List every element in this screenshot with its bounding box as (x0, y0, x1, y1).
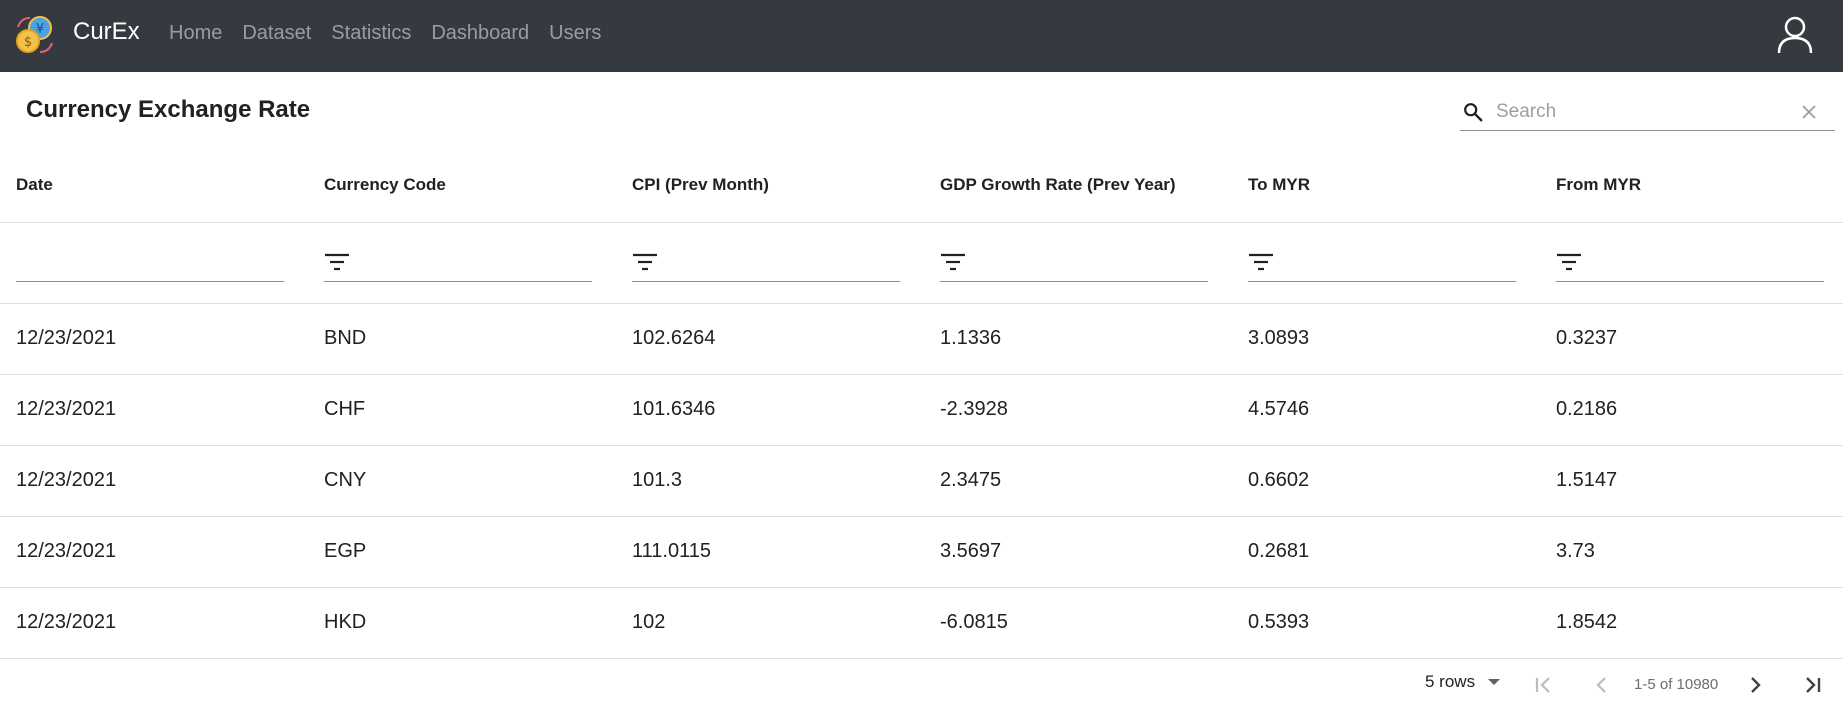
cell-from-myr: 0.2186 (1540, 374, 1843, 446)
filter-cpi-input[interactable] (632, 244, 900, 282)
cell-from-myr: 1.8542 (1540, 587, 1843, 659)
cell-cpi: 101.3 (616, 445, 924, 517)
cell-currency-code: HKD (308, 587, 616, 659)
first-page-icon[interactable] (1533, 674, 1555, 696)
column-header-currency-code[interactable]: Currency Code (324, 174, 446, 194)
last-page-icon[interactable] (1801, 674, 1823, 696)
cell-gdp-growth: -2.3928 (924, 374, 1232, 446)
table-header-row: Date Currency Code CPI (Prev Month) GDP … (0, 148, 1843, 222)
table-row[interactable]: 12/23/2021 BND 102.6264 1.1336 3.0893 0.… (0, 303, 1843, 375)
cell-from-myr: 3.73 (1540, 516, 1843, 588)
user-icon[interactable] (1777, 16, 1813, 54)
filter-gdp-growth-input[interactable] (940, 244, 1208, 282)
search-icon (1464, 103, 1483, 122)
exchange-rate-table: Date Currency Code CPI (Prev Month) GDP … (0, 148, 1843, 659)
cell-to-myr: 0.2681 (1232, 516, 1540, 588)
pagination-bar: 5 rows 1-5 of 10980 (0, 660, 1843, 708)
cell-currency-code: EGP (308, 516, 616, 588)
cell-currency-code: CHF (308, 374, 616, 446)
table-row[interactable]: 12/23/2021 EGP 111.0115 3.5697 0.2681 3.… (0, 516, 1843, 588)
cell-currency-code: CNY (308, 445, 616, 517)
column-header-gdp-growth[interactable]: GDP Growth Rate (Prev Year) (940, 174, 1176, 194)
main-nav: Home Dataset Statistics Dashboard Users (169, 21, 621, 45)
caret-down-icon (1488, 679, 1501, 685)
cell-cpi: 101.6346 (616, 374, 924, 446)
page-title: Currency Exchange Rate (26, 96, 311, 123)
cell-from-myr: 0.3237 (1540, 303, 1843, 375)
column-header-to-myr[interactable]: To MYR (1248, 174, 1311, 194)
cell-gdp-growth: 2.3475 (924, 445, 1232, 517)
cell-date: 12/23/2021 (0, 445, 308, 517)
search-field[interactable] (1460, 93, 1835, 131)
filter-to-myr-input[interactable] (1248, 244, 1516, 282)
cell-date: 12/23/2021 (0, 303, 308, 375)
search-input[interactable] (1494, 97, 1798, 127)
cell-to-myr: 3.0893 (1232, 303, 1540, 375)
brand-name[interactable]: CurEx (73, 18, 140, 45)
svg-text:¥: ¥ (36, 22, 44, 37)
cell-date: 12/23/2021 (0, 374, 308, 446)
cell-cpi: 111.0115 (616, 516, 924, 588)
nav-home[interactable]: Home (169, 22, 223, 44)
cell-from-myr: 1.5147 (1540, 445, 1843, 517)
filter-row (0, 222, 1843, 304)
table-row[interactable]: 12/23/2021 CNY 101.3 2.3475 0.6602 1.514… (0, 445, 1843, 517)
column-header-from-myr[interactable]: From MYR (1556, 174, 1641, 194)
cell-date: 12/23/2021 (0, 587, 308, 659)
cell-cpi: 102.6264 (616, 303, 924, 375)
svg-text:$: $ (24, 35, 32, 50)
rows-per-page-value: 5 rows (1425, 672, 1476, 691)
nav-statistics[interactable]: Statistics (331, 22, 412, 44)
close-icon[interactable] (1801, 104, 1817, 120)
nav-dataset[interactable]: Dataset (242, 22, 312, 44)
filter-icon (1249, 253, 1273, 270)
table-toolbar: Currency Exchange Rate (0, 72, 1843, 148)
cell-to-myr: 0.5393 (1232, 587, 1540, 659)
top-navbar: ¥ $ CurEx Home Dataset Statistics Dashbo… (0, 0, 1843, 72)
cell-gdp-growth: -6.0815 (924, 587, 1232, 659)
cell-gdp-growth: 1.1336 (924, 303, 1232, 375)
cell-gdp-growth: 3.5697 (924, 516, 1232, 588)
filter-icon (325, 253, 349, 270)
table-row[interactable]: 12/23/2021 HKD 102 -6.0815 0.5393 1.8542 (0, 587, 1843, 659)
currency-exchange-logo-icon[interactable]: ¥ $ (15, 15, 55, 55)
page-info: 1-5 of 10980 (1634, 676, 1719, 693)
filter-icon (633, 253, 657, 270)
nav-dashboard[interactable]: Dashboard (431, 22, 530, 44)
filter-from-myr-input[interactable] (1556, 244, 1824, 282)
nav-users[interactable]: Users (549, 22, 602, 44)
cell-to-myr: 4.5746 (1232, 374, 1540, 446)
chevron-right-icon[interactable] (1744, 674, 1766, 696)
cell-to-myr: 0.6602 (1232, 445, 1540, 517)
filter-icon (1557, 253, 1581, 270)
chevron-left-icon[interactable] (1591, 674, 1613, 696)
table-row[interactable]: 12/23/2021 CHF 101.6346 -2.3928 4.5746 0… (0, 374, 1843, 446)
cell-cpi: 102 (616, 587, 924, 659)
rows-per-page-select[interactable]: 5 rows (1425, 672, 1501, 692)
filter-currency-code-input[interactable] (324, 244, 592, 282)
column-header-cpi[interactable]: CPI (Prev Month) (632, 174, 769, 194)
cell-date: 12/23/2021 (0, 516, 308, 588)
cell-currency-code: BND (308, 303, 616, 375)
filter-date-input[interactable] (16, 244, 284, 282)
filter-icon (941, 253, 965, 270)
column-header-date[interactable]: Date (16, 174, 53, 194)
